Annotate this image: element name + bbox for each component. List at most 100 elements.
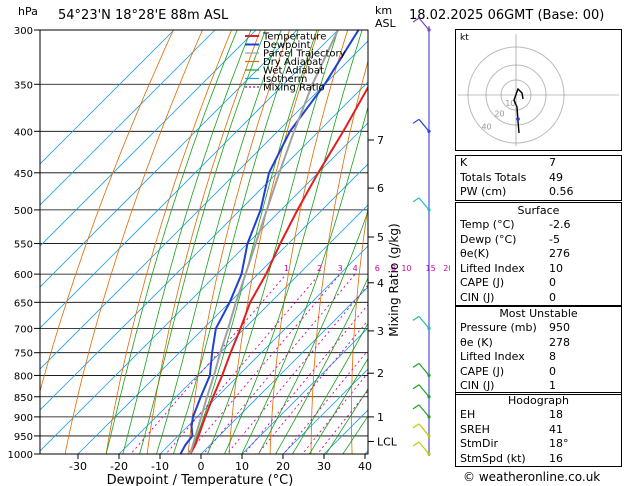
parcel-line	[189, 30, 339, 454]
wind-barb-dot	[427, 208, 431, 212]
mixing-ratio-label: 4	[353, 264, 358, 273]
dry-adiabat	[351, 204, 368, 454]
most-unstable-value: 1	[549, 379, 556, 393]
isotherm	[200, 286, 368, 454]
legend-entry: Temperature	[262, 32, 326, 43]
pressure-tick-label: 950	[14, 432, 33, 443]
surface-row: CIN (J) 0	[456, 291, 621, 306]
legend-entry: Isotherm	[263, 74, 307, 85]
pressure-tick-label: 900	[14, 413, 33, 424]
index-value: 49	[549, 170, 563, 184]
isotherm	[40, 81, 368, 411]
km-tick-label: LCL	[377, 435, 398, 448]
wind-barb-flag	[412, 197, 420, 203]
surface-row: Lifted Index 10	[456, 262, 621, 277]
surface-row: θe(K) 276	[456, 247, 621, 262]
surface-key: CAPE (J)	[460, 276, 505, 290]
most-unstable-value: 278	[549, 335, 570, 349]
y-axis-label: Mixing Ratio (g/kg)	[387, 223, 401, 336]
isotherm	[282, 368, 368, 454]
hodograph-row: StmDir 18°	[456, 437, 621, 452]
isotherm	[159, 245, 368, 454]
pressure-tick-label: 650	[14, 298, 33, 309]
mixing-ratio-line	[202, 273, 356, 454]
mixing-ratio-label: 1	[284, 264, 289, 273]
wet-adiabat	[325, 388, 368, 454]
hodograph-unit-label: kt	[460, 33, 469, 43]
hodograph-table: Hodograph EH 18 SREH 41 StmDir 18° StmSpd (kt)…	[455, 392, 622, 468]
pressure-tick-label: 750	[14, 349, 33, 360]
hodograph-value: 18	[549, 408, 563, 421]
wet-adiabat	[224, 30, 363, 454]
km-tick-label: 7	[377, 134, 384, 147]
hodograph-ring-label: 20	[494, 110, 504, 119]
legend-entry: Dewpoint	[263, 40, 311, 51]
pressure-tick-label: 1000	[8, 450, 33, 461]
surface-value: 276	[549, 247, 570, 261]
wind-barb-flag	[412, 17, 420, 23]
mixing-ratio-line	[226, 284, 368, 454]
wind-barb-dot	[427, 28, 431, 32]
surface-key: CIN (J)	[460, 290, 495, 304]
surface-title: Surface	[517, 204, 560, 217]
km-label: km	[375, 4, 393, 17]
dry-adiabat	[310, 59, 368, 454]
isotherm	[77, 163, 368, 454]
most-unstable-key: Lifted Index	[460, 350, 525, 364]
wind-barb-flag	[412, 118, 420, 124]
wind-barb	[418, 384, 430, 398]
pressure-tick-label: 850	[14, 393, 33, 404]
isotherm	[40, 30, 339, 329]
isotherm	[40, 122, 368, 452]
most-unstable-key: CIN (J)	[460, 379, 495, 393]
hodograph-trace	[513, 87, 524, 134]
temperature-tick-label: 40	[358, 460, 372, 473]
most-unstable-value: 950	[549, 321, 570, 334]
surface-row: CAPE (J) 0	[456, 276, 621, 291]
temperature-tick-label: 0	[198, 460, 205, 473]
index-row: PW (cm) 0.56	[456, 185, 621, 200]
dry-adiabat	[269, 30, 349, 454]
wind-barb-flag	[412, 362, 420, 368]
mixing-ratio-line	[130, 273, 287, 454]
most-unstable-row: CIN (J) 1	[456, 379, 621, 394]
hodograph-row: EH 18	[456, 408, 621, 423]
dewpoint-line	[179, 30, 360, 454]
plot-frame	[39, 29, 369, 455]
temperature-tick-label: 10	[235, 460, 249, 473]
surface-row: Dewp (°C) -5	[456, 233, 621, 248]
wind-barb-flag	[412, 423, 420, 429]
km-tick-label: 1	[377, 411, 384, 424]
wind-barb	[418, 441, 430, 455]
copyright-text: © weatheronline.co.uk	[463, 470, 601, 484]
hodograph-value: 16	[549, 451, 563, 465]
wind-barb-dot	[427, 434, 431, 438]
dry-adiabat	[105, 30, 232, 454]
wind-barb	[418, 197, 430, 211]
surface-key: θe(K)	[460, 247, 490, 261]
pressure-tick-label: 350	[14, 80, 33, 91]
surface-key: Lifted Index	[460, 261, 525, 275]
index-value: 0.56	[549, 185, 574, 199]
most-unstable-title: Most Unstable	[499, 307, 578, 320]
km-tick-label: 4	[377, 277, 384, 290]
most-unstable-row: θe (K) 278	[456, 336, 621, 351]
temperature-tick-label: -30	[69, 460, 87, 473]
pressure-tick-label: 500	[14, 206, 33, 217]
isotherm	[118, 204, 368, 454]
index-key: Totals Totals	[460, 170, 527, 184]
km-tick-label: 6	[377, 182, 384, 195]
wet-adiabat	[155, 30, 282, 454]
legend-entry: Parcel Trajectory	[263, 49, 346, 60]
hpa-label: hPa	[18, 5, 38, 18]
surface-row: Temp (°C) -2.6	[456, 218, 621, 233]
hodograph-value: 18°	[549, 437, 569, 451]
hodograph-row: SREH 41	[456, 423, 621, 438]
mixing-ratio-label: 6	[375, 264, 380, 273]
wind-barb	[418, 17, 430, 31]
hodograph-ring-label: 40	[481, 123, 491, 132]
most-unstable-row: Pressure (mb) 950	[456, 321, 621, 336]
hodograph-key: SREH	[460, 422, 490, 436]
most-unstable-key: CAPE (J)	[460, 364, 505, 378]
